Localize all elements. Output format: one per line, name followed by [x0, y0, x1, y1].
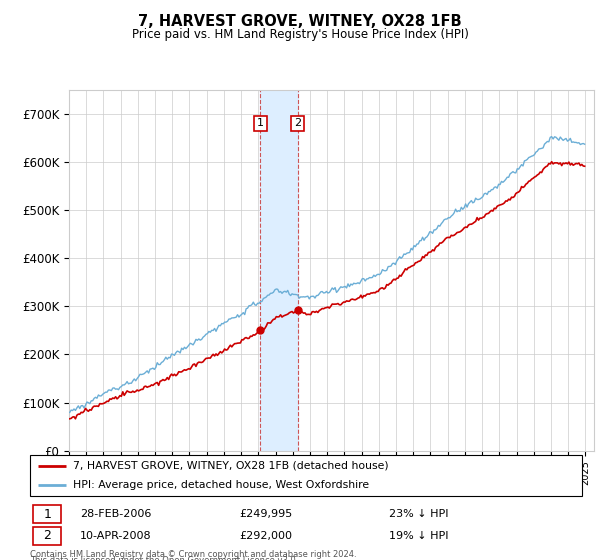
FancyBboxPatch shape	[33, 527, 61, 545]
FancyBboxPatch shape	[33, 505, 61, 523]
Text: 23% ↓ HPI: 23% ↓ HPI	[389, 509, 448, 519]
Text: 2: 2	[43, 529, 51, 543]
Text: 10-APR-2008: 10-APR-2008	[80, 531, 151, 541]
Text: This data is licensed under the Open Government Licence v3.0.: This data is licensed under the Open Gov…	[30, 556, 298, 560]
Bar	[260, 90, 298, 451]
Text: 2: 2	[294, 118, 301, 128]
Text: Contains HM Land Registry data © Crown copyright and database right 2024.: Contains HM Land Registry data © Crown c…	[30, 550, 356, 559]
Text: 19% ↓ HPI: 19% ↓ HPI	[389, 531, 448, 541]
Text: 1: 1	[43, 507, 51, 521]
Text: HPI: Average price, detached house, West Oxfordshire: HPI: Average price, detached house, West…	[73, 479, 369, 489]
Text: 28-FEB-2006: 28-FEB-2006	[80, 509, 151, 519]
Text: 7, HARVEST GROVE, WITNEY, OX28 1FB (detached house): 7, HARVEST GROVE, WITNEY, OX28 1FB (deta…	[73, 461, 389, 471]
FancyBboxPatch shape	[30, 455, 582, 496]
Text: Price paid vs. HM Land Registry's House Price Index (HPI): Price paid vs. HM Land Registry's House …	[131, 28, 469, 41]
Text: 7, HARVEST GROVE, WITNEY, OX28 1FB: 7, HARVEST GROVE, WITNEY, OX28 1FB	[138, 14, 462, 29]
Text: £292,000: £292,000	[240, 531, 293, 541]
Text: £249,995: £249,995	[240, 509, 293, 519]
Text: 1: 1	[257, 118, 264, 128]
